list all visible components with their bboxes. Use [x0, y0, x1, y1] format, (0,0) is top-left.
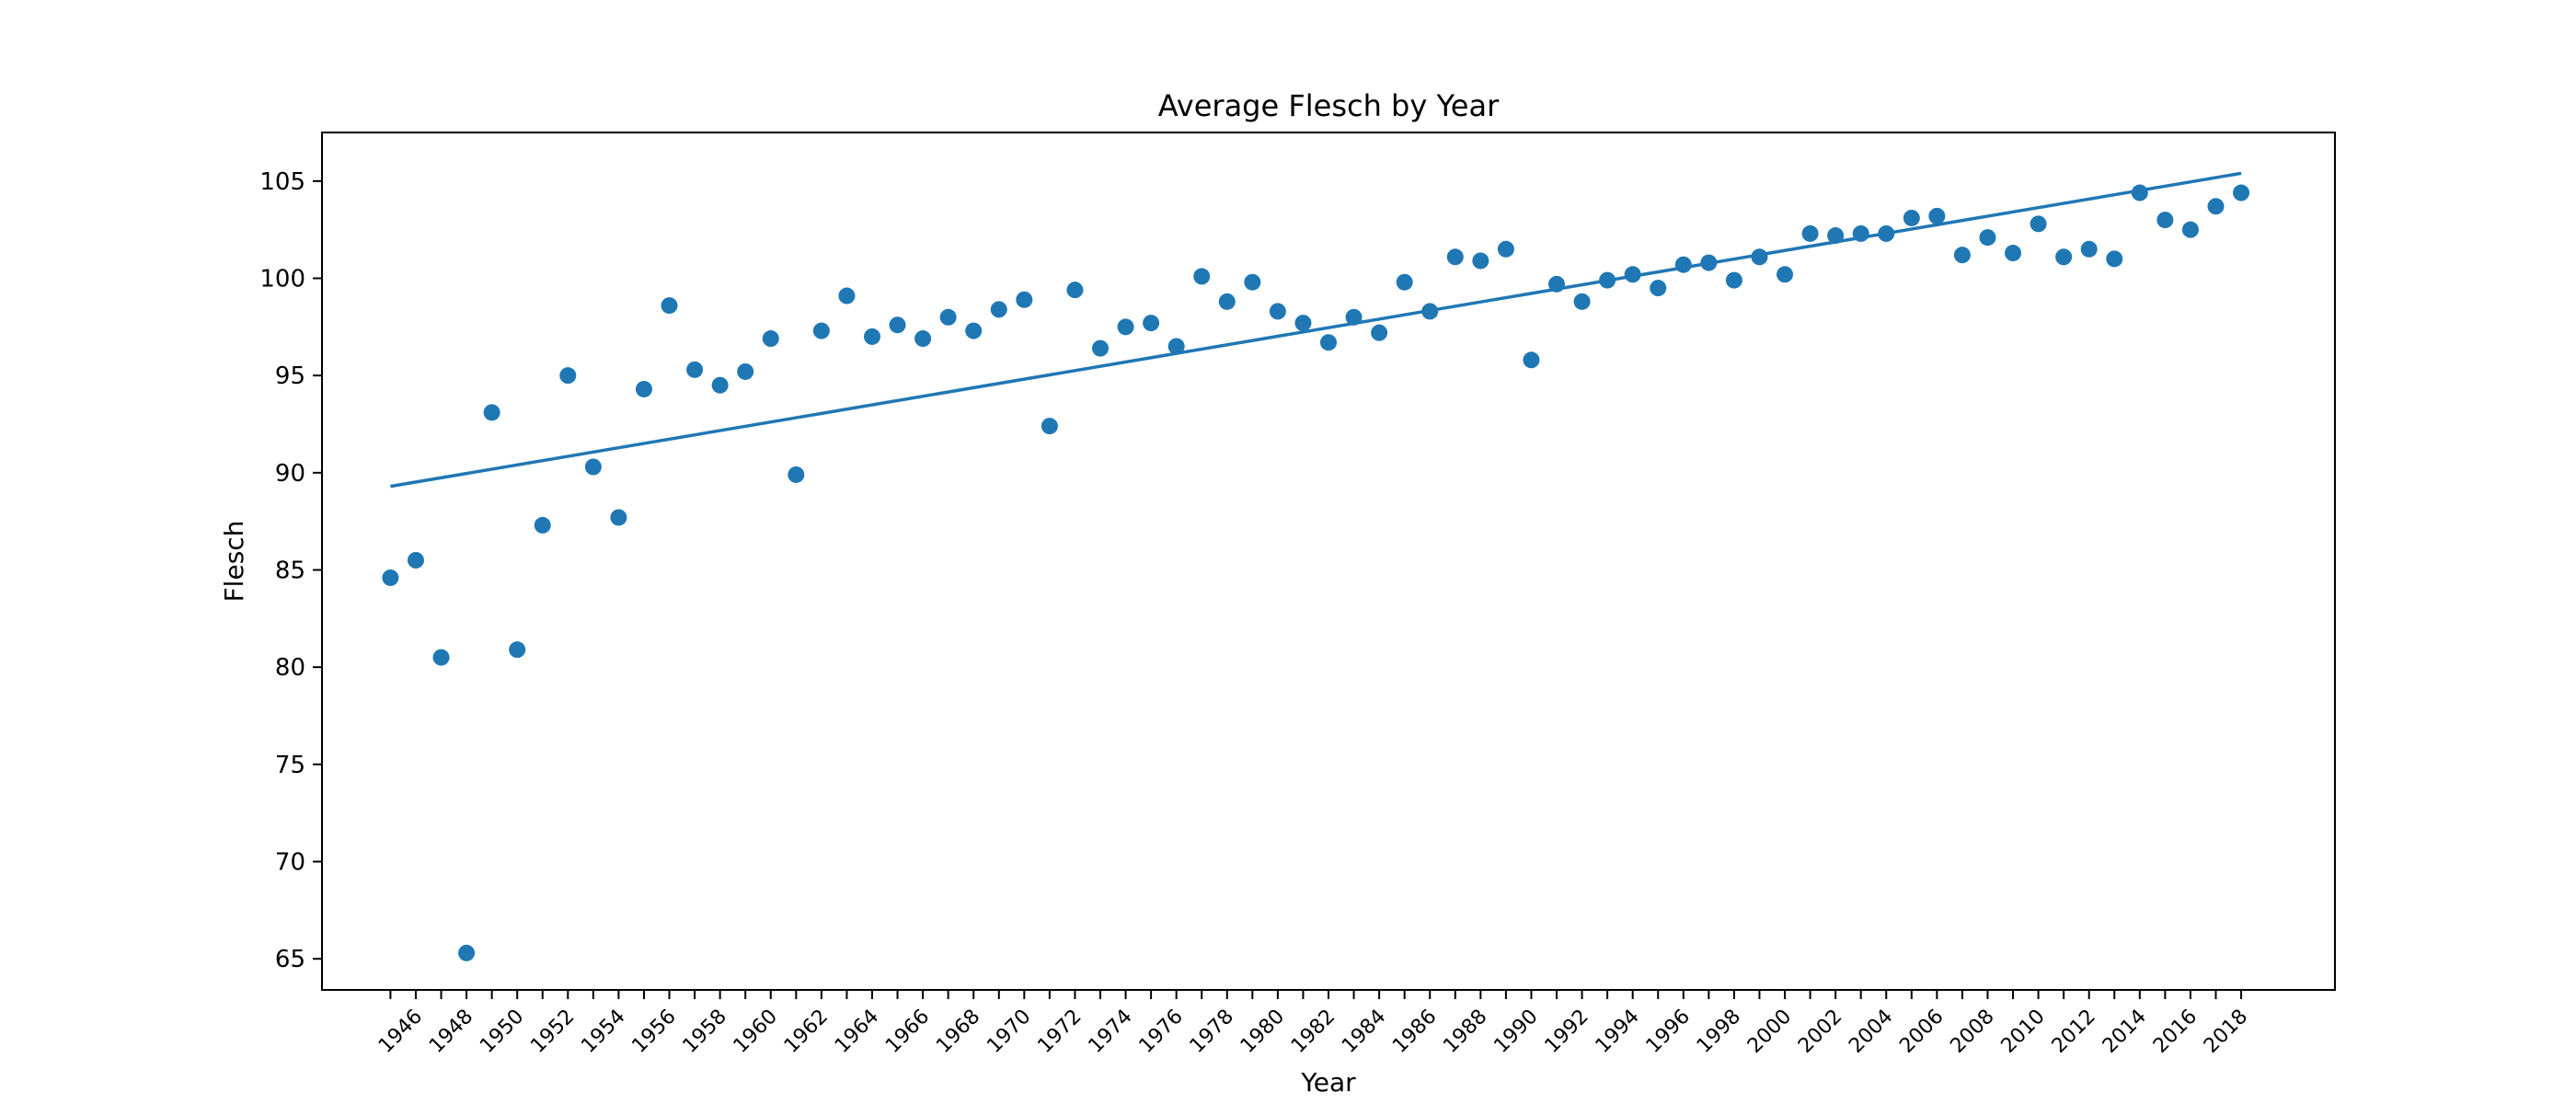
data-point	[1852, 224, 1869, 242]
data-point	[2106, 250, 2123, 268]
data-point	[1497, 240, 1514, 258]
data-point	[1650, 280, 1667, 297]
data-point	[1548, 275, 1566, 293]
data-point	[788, 466, 805, 483]
data-point	[1827, 227, 1845, 245]
data-point	[1928, 207, 1946, 224]
data-point	[432, 649, 450, 666]
data-point	[1193, 268, 1211, 285]
data-point	[1041, 418, 1058, 435]
data-point	[1953, 247, 1971, 264]
data-point	[2181, 221, 2199, 238]
data-point	[1421, 303, 1439, 320]
y-tick-label: 75	[275, 752, 305, 779]
data-point	[382, 569, 399, 586]
data-point	[1624, 266, 1641, 283]
data-point	[661, 297, 678, 315]
data-point	[838, 287, 856, 305]
data-point	[2131, 184, 2148, 201]
data-point	[1801, 224, 1819, 242]
data-point	[2030, 215, 2047, 233]
data-point	[1218, 293, 1236, 310]
data-point	[1167, 338, 1185, 355]
data-point	[939, 308, 957, 326]
y-tick-label: 85	[275, 558, 305, 585]
data-point	[534, 516, 551, 534]
data-point	[1320, 334, 1337, 351]
data-point	[1371, 324, 1388, 341]
data-point	[1674, 256, 1692, 273]
trend-line	[390, 171, 2242, 489]
data-point	[1777, 266, 1794, 283]
data-point	[1396, 273, 1413, 291]
data-point	[2055, 248, 2073, 266]
data-point	[1066, 282, 1084, 299]
data-point	[737, 362, 754, 380]
data-point	[1091, 339, 1109, 357]
data-point	[1345, 308, 1363, 326]
data-point	[1878, 224, 1895, 242]
data-point	[1599, 271, 1616, 289]
y-tick-label: 105	[259, 168, 305, 196]
data-point	[863, 328, 880, 345]
data-point	[1117, 318, 1134, 336]
y-tick-label: 80	[275, 654, 305, 682]
data-point	[1979, 229, 1996, 247]
data-point	[965, 322, 983, 339]
data-point	[1269, 303, 1286, 320]
data-point	[559, 367, 577, 385]
y-tick-label: 100	[259, 266, 305, 293]
data-point	[914, 330, 932, 348]
data-point	[762, 330, 779, 348]
data-point	[1751, 248, 1768, 266]
data-point	[711, 376, 729, 394]
data-point	[2233, 184, 2250, 201]
data-point	[584, 458, 602, 476]
y-axis-label: Flesch	[219, 521, 249, 603]
x-axis-label: Year	[1300, 1067, 1356, 1098]
plot-area	[382, 171, 2250, 961]
data-point	[812, 322, 830, 339]
data-point	[458, 944, 476, 961]
y-tick-label: 65	[275, 946, 305, 973]
data-point	[1016, 291, 1033, 308]
data-point	[1573, 293, 1591, 310]
data-point	[2207, 198, 2225, 215]
data-point	[889, 316, 906, 334]
data-point	[483, 404, 500, 421]
data-point	[635, 380, 652, 397]
data-point	[610, 509, 627, 526]
data-point	[2080, 240, 2098, 258]
data-point	[1472, 252, 1489, 270]
data-point	[1294, 315, 1312, 332]
chart-title: Average Flesch by Year	[1158, 88, 1500, 123]
data-point	[1446, 248, 1464, 266]
y-tick-label: 90	[275, 460, 305, 488]
y-tick-label: 95	[275, 362, 305, 390]
data-point	[1523, 351, 1540, 369]
data-point	[1244, 273, 1261, 291]
data-point	[2156, 212, 2174, 229]
data-point	[990, 301, 1007, 318]
data-point	[407, 551, 424, 569]
data-point	[1903, 209, 1920, 226]
data-point	[1700, 254, 1718, 271]
data-point	[1143, 315, 1160, 332]
data-point	[509, 641, 526, 659]
data-point	[1725, 271, 1742, 289]
data-point	[686, 361, 704, 378]
data-point	[2005, 245, 2022, 262]
y-tick-label: 70	[275, 849, 305, 877]
